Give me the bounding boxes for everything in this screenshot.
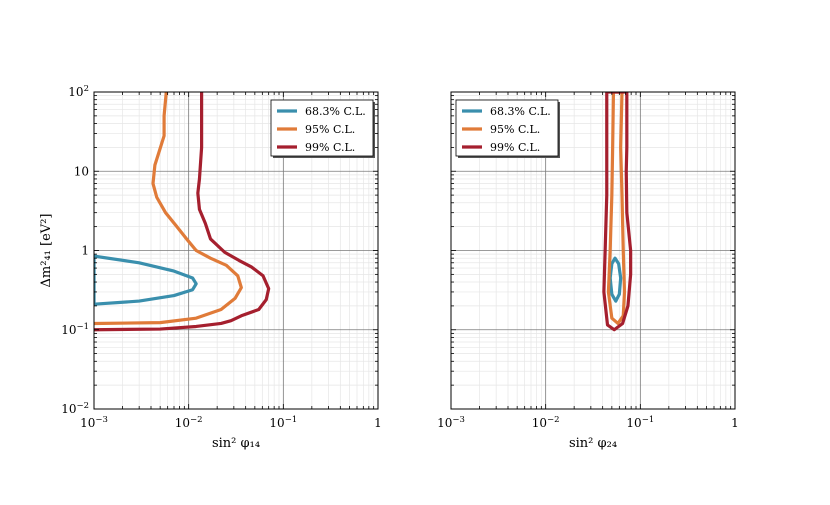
tick-marks [93,91,379,410]
legend-label: 95% C.L. [305,123,355,136]
x-tick-label-exponent: −3 [95,415,108,425]
contour-95-c-l [94,92,243,326]
x-tick-label: 10−1 [269,415,297,430]
y-tick-label-exponent: −1 [76,322,89,332]
legend-label: 99% C.L. [305,141,355,154]
x-tick-label-base: 1 [374,416,382,430]
contour-95-c-l [606,92,627,326]
contours [602,92,633,332]
x-tick-label-exponent: −3 [452,415,465,425]
x-tick-label: 10−3 [437,415,465,430]
y-tick-label: 10 [74,164,89,178]
x-tick-label-base: 1 [731,416,739,430]
x-tick-label-base: 10 [269,416,284,430]
x-tick-label: 10−2 [175,415,203,430]
contour-68-3-c-l [94,254,198,306]
y-tick-label-base: 10 [61,323,76,337]
y-tick-label-base: 10 [74,164,89,178]
y-tick-label-exponent: 2 [84,84,89,94]
y-axis-label: Δm²₄₁ [eV²] [39,214,54,288]
y-tick-label: 102 [68,84,89,99]
y-tick-label: 10−2 [61,401,89,416]
y-tick-label-exponent: −2 [76,401,89,411]
contour-68-3-c-l [608,256,623,303]
legend: 68.3% C.L. 95% C.L. 99% C.L. [455,99,560,158]
x-tick-label-exponent: −2 [547,415,560,425]
legend-label: 95% C.L. [490,123,540,136]
x-axis-label: sin² φ₁₄ [212,436,260,451]
y-tick-label-base: 10 [68,85,83,99]
x-tick-label-base: 10 [437,416,452,430]
x-axis-label: sin² φ₂₄ [569,436,617,451]
tick-marks [450,91,736,410]
x-tick-label-base: 10 [175,416,190,430]
x-tick-label: 10−2 [532,415,560,430]
x-tick-label-exponent: −2 [190,415,203,425]
legend: 68.3% C.L. 95% C.L. 99% C.L. [270,99,375,158]
contour-99-c-l [602,92,633,332]
x-tick-label: 10−1 [626,415,654,430]
contours [94,92,271,332]
legend-label: 99% C.L. [490,141,540,154]
legend-label: 68.3% C.L. [305,105,366,118]
legend-label: 68.3% C.L. [490,105,551,118]
y-tick-label-base: 1 [81,244,89,258]
x-tick-label-exponent: −1 [642,415,655,425]
x-tick-label-exponent: −1 [285,415,298,425]
contour-99-c-l [94,92,271,332]
x-tick-label-base: 10 [80,416,95,430]
x-tick-label: 1 [374,416,382,430]
x-tick-label-base: 10 [626,416,641,430]
x-tick-label-base: 10 [532,416,547,430]
y-tick-label: 1 [81,244,89,258]
x-tick-label: 10−3 [80,415,108,430]
y-tick-label: 10−1 [61,322,89,337]
y-tick-label-base: 10 [61,402,76,416]
x-tick-label: 1 [731,416,739,430]
